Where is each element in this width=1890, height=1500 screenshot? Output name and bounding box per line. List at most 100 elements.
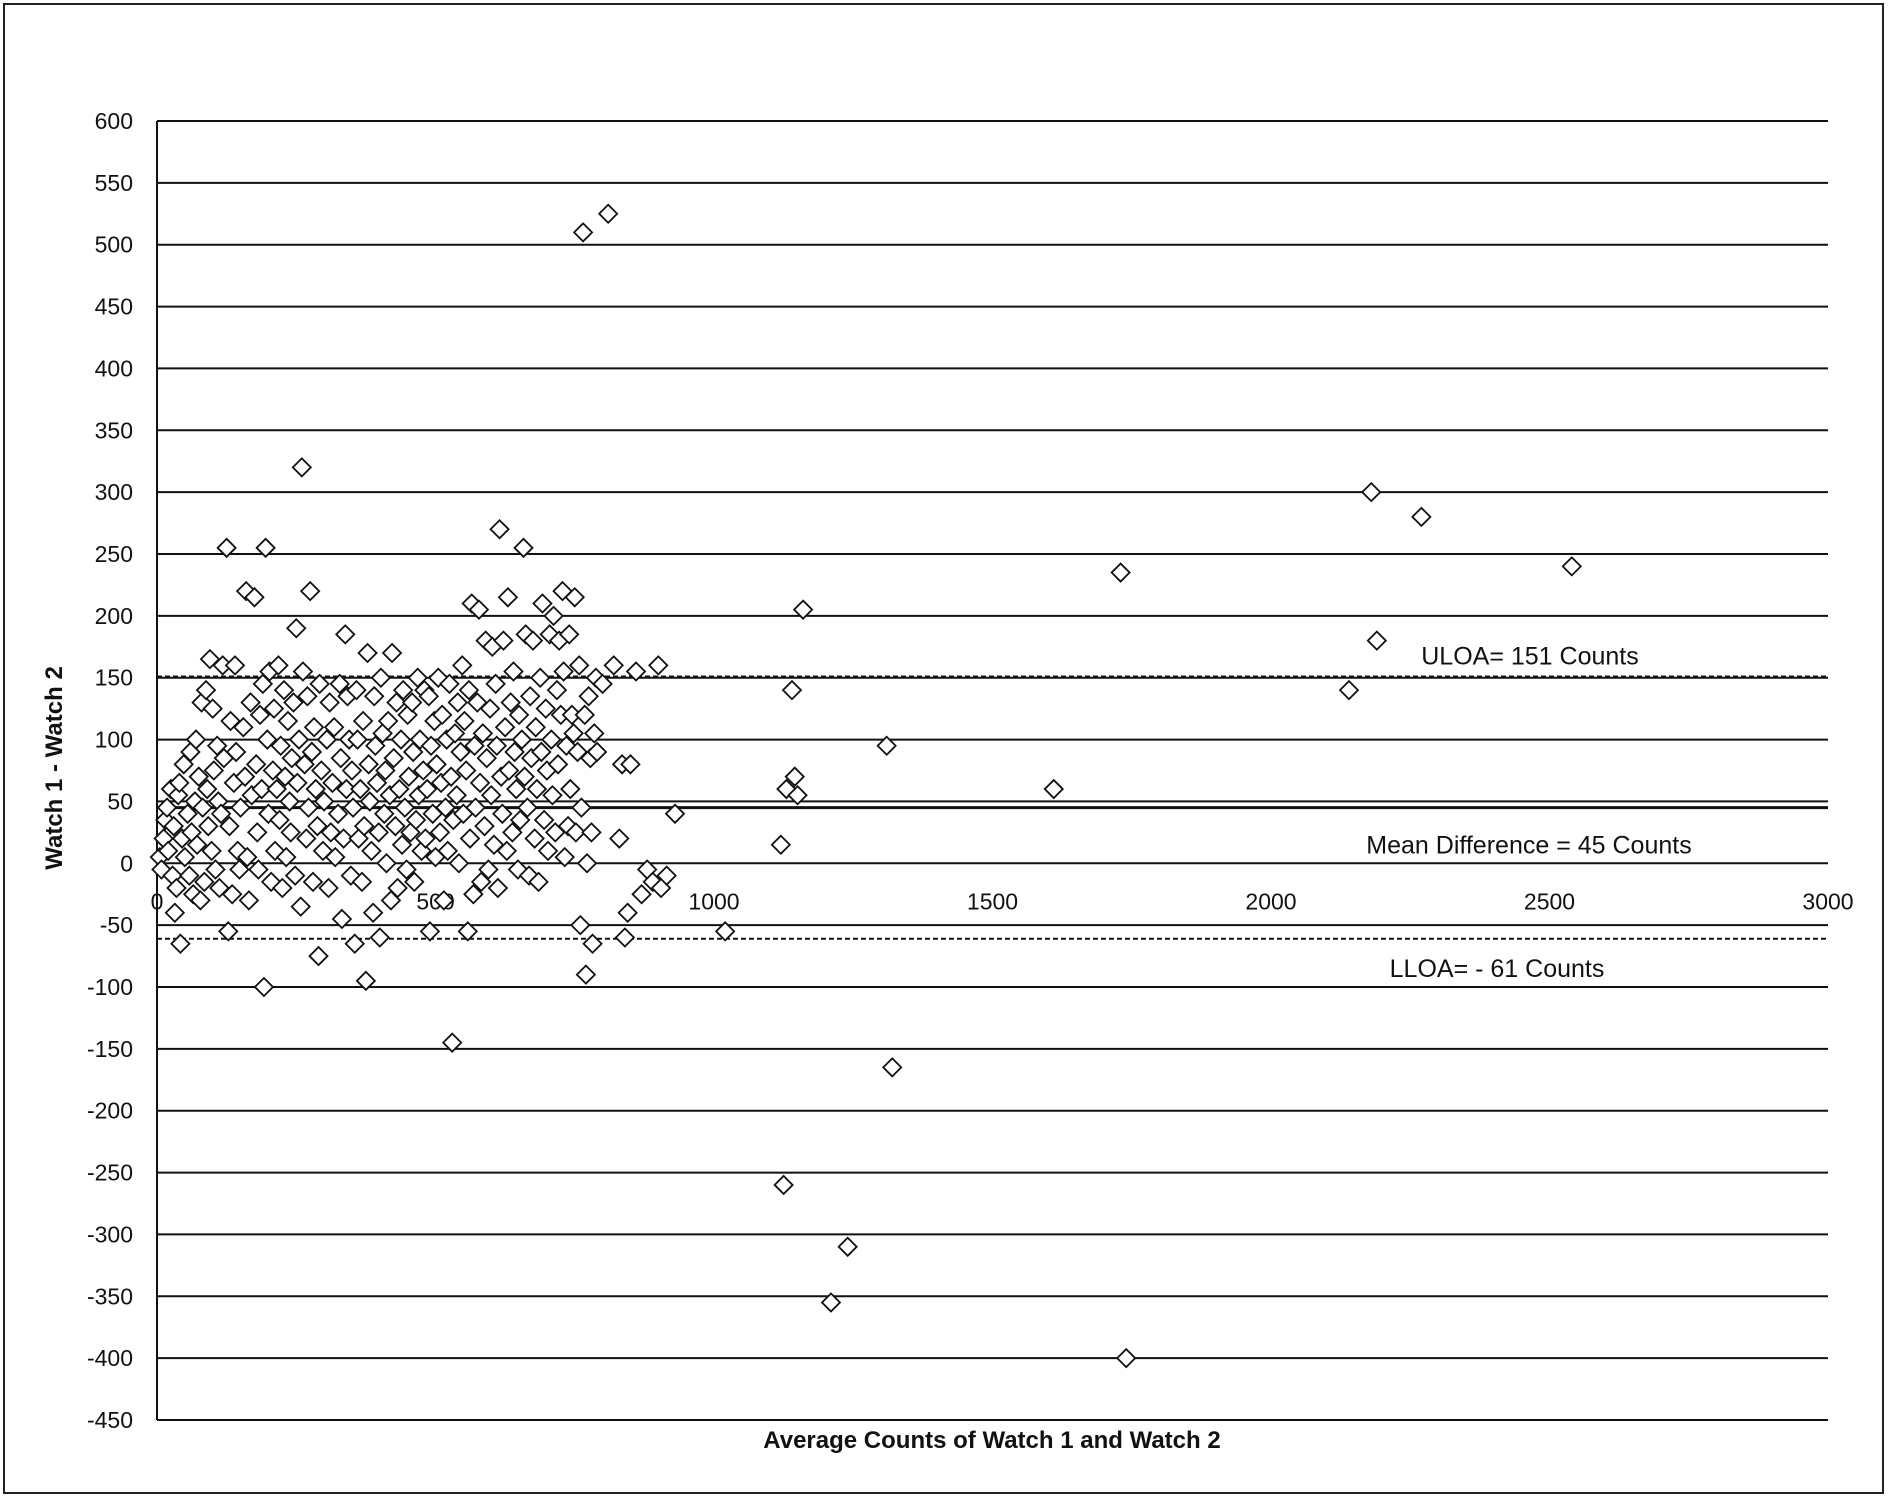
data-point [376, 853, 397, 874]
data-point [203, 760, 225, 781]
data-point [329, 673, 350, 695]
x-axis-title: Average Counts of Watch 1 and Watch 2 [763, 1427, 1220, 1454]
data-point [398, 766, 420, 787]
data-point [218, 921, 239, 942]
data-point [194, 871, 215, 893]
data-point [617, 902, 638, 924]
data-points [149, 203, 1583, 1369]
data-point [508, 704, 530, 726]
data-point [377, 710, 399, 732]
data-point [347, 729, 368, 750]
reference-line-label: LLOA= - 61 Counts [1390, 955, 1605, 983]
data-point [365, 735, 386, 757]
data-point [465, 797, 486, 818]
data-point [190, 890, 211, 911]
y-tick-label: 50 [107, 788, 133, 814]
data-point [448, 853, 470, 874]
y-tick-label: -400 [87, 1345, 133, 1371]
data-point [656, 865, 677, 886]
data-point [279, 791, 300, 812]
data-point [288, 729, 310, 750]
data-point [391, 834, 413, 856]
data-point [353, 815, 375, 837]
data-point [787, 784, 808, 806]
data-point [431, 704, 453, 726]
data-point [412, 760, 434, 781]
x-tick-label: 2500 [1524, 888, 1575, 914]
data-point [493, 630, 514, 651]
data-point [164, 902, 186, 924]
data-point [352, 710, 374, 732]
data-point [240, 692, 261, 713]
data-point [363, 685, 385, 707]
data-point [429, 822, 451, 843]
data-point [195, 679, 217, 701]
data-point [524, 828, 545, 849]
x-tick-label: 2000 [1245, 888, 1296, 914]
data-point [500, 692, 521, 713]
data-point [1043, 778, 1065, 800]
data-point [373, 803, 395, 825]
data-point [283, 692, 304, 713]
y-tick-label: 600 [95, 108, 133, 134]
data-point [531, 741, 552, 763]
data-point [1338, 679, 1360, 701]
data-point [517, 797, 538, 818]
data-point [221, 883, 243, 905]
data-point [459, 828, 481, 849]
data-point [586, 741, 608, 763]
y-axis-ticks: 600550500450400350300250200150100500-50-… [87, 108, 133, 1433]
y-tick-label: -250 [87, 1160, 133, 1186]
data-point [358, 754, 379, 775]
x-tick-label: 1500 [967, 888, 1018, 914]
data-point [837, 1236, 858, 1258]
data-point [396, 859, 417, 880]
data-point [570, 914, 591, 936]
data-point [820, 1292, 842, 1313]
data-point [291, 457, 313, 478]
data-point [301, 741, 323, 763]
data-point [370, 667, 392, 688]
data-point [202, 698, 223, 719]
data-point [298, 797, 319, 818]
data-point [188, 766, 210, 787]
data-point [529, 667, 551, 688]
data-point [458, 679, 480, 701]
data-point [318, 877, 339, 899]
x-axis-ticks: 050010001500200025003000 [151, 888, 1854, 914]
data-point [792, 599, 814, 620]
data-point [253, 976, 275, 998]
data-point [192, 797, 213, 818]
data-point [342, 797, 364, 818]
y-tick-label: 350 [95, 417, 133, 443]
data-point [270, 735, 291, 757]
data-point [568, 655, 590, 676]
data-point [257, 729, 278, 750]
data-point [330, 747, 352, 769]
data-point [230, 797, 251, 818]
data-point [362, 902, 384, 924]
data-point [528, 871, 549, 893]
data-point [287, 772, 308, 794]
data-point [296, 828, 317, 849]
data-point [309, 673, 330, 695]
data-point [210, 803, 232, 825]
data-point [609, 828, 630, 849]
data-point [498, 760, 520, 781]
data-point [535, 698, 557, 719]
data-point [420, 735, 442, 757]
data-point [341, 760, 363, 781]
y-tick-label: 100 [95, 727, 133, 753]
data-point [224, 655, 246, 676]
data-point [233, 716, 254, 738]
data-point [169, 772, 190, 794]
data-point [572, 222, 594, 243]
data-point [476, 747, 498, 769]
data-point [513, 537, 534, 559]
data-point [248, 859, 269, 880]
data-point [201, 840, 222, 862]
data-point [266, 778, 288, 800]
data-point [489, 518, 510, 540]
data-point [249, 704, 271, 726]
data-point [454, 710, 475, 732]
